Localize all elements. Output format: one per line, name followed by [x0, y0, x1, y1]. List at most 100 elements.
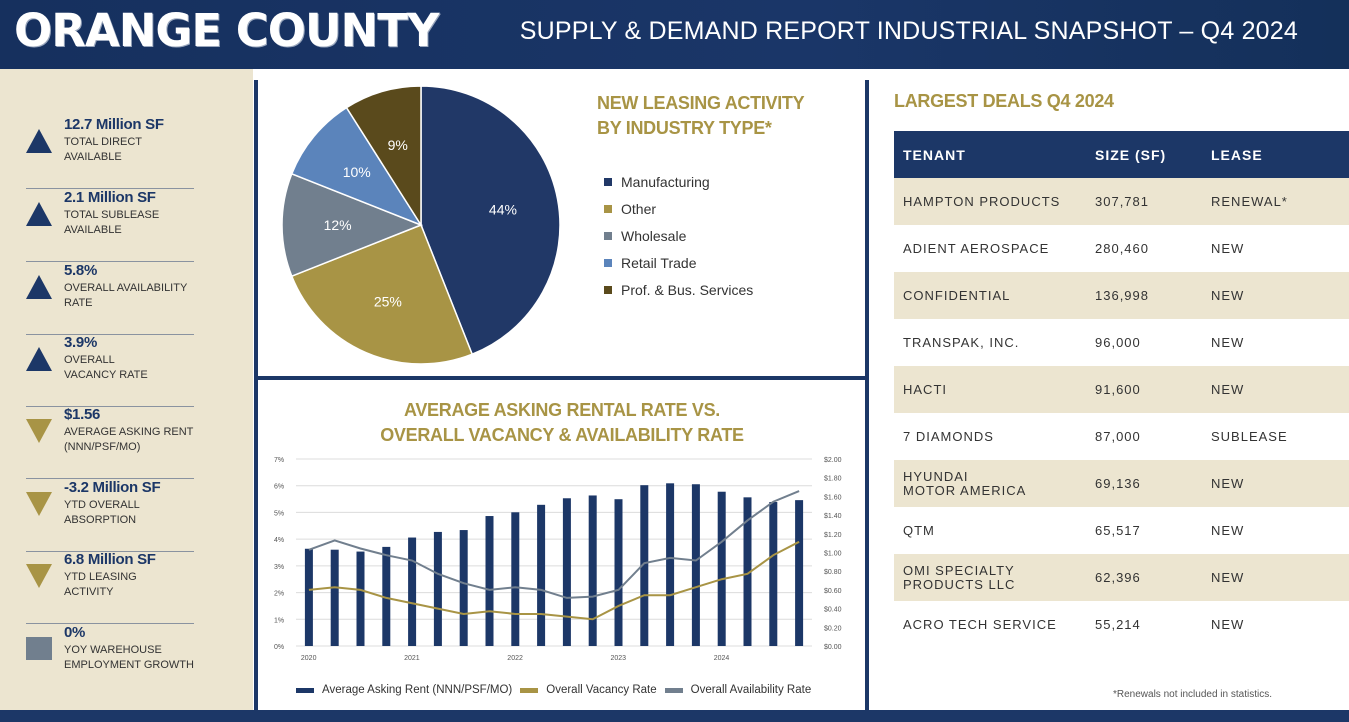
bar-legend-item: Average Asking Rent (NNN/PSF/MO): [296, 684, 512, 696]
deal-lease-type: NEW: [1202, 554, 1349, 601]
footer-bar: [0, 710, 1349, 722]
deal-lease-type: RENEWAL*: [1202, 178, 1349, 225]
deal-lease-type: NEW: [1211, 522, 1245, 538]
pie-legend-item: Manufacturing: [604, 168, 753, 195]
legend-label: Overall Vacancy Rate: [546, 684, 657, 696]
trend-marker: [26, 275, 52, 299]
report-header: ORANGE COUNTY SUPPLY & DEMAND REPORT IND…: [0, 0, 1349, 69]
deal-lease-type: NEW: [1202, 460, 1349, 507]
bar-legend-item: Overall Vacancy Rate: [520, 684, 657, 696]
right-axis-tick: $0.60: [824, 588, 842, 595]
rent-vacancy-chart: 0% 1% 2% 3% 4% 5% 6% 7% $0.00 $0.20 $0.40 $0.60 $0.8…: [274, 457, 842, 662]
pie-data-label: 44%: [489, 201, 517, 217]
stat-value: $1.56: [64, 406, 101, 423]
deals-title: LARGEST DEALS Q4 2024: [894, 91, 1114, 111]
rent-bar: [562, 498, 571, 646]
deal-row: HYUNDAI MOTOR AMERICA 69,136 NEW: [894, 460, 1349, 507]
rent-bar: [485, 516, 494, 646]
pie-chart-title: NEW LEASING ACTIVITY BY INDUSTRY TYPE*: [597, 91, 857, 141]
deal-row: 7 DIAMONDS 87,000 SUBLEASE: [894, 413, 1349, 460]
deal-lease-type: SUBLEASE: [1211, 428, 1288, 444]
deal-row: TRANSPAK, INC. 96,000 NEW: [894, 319, 1349, 366]
deal-tenant: HACTI: [894, 366, 1086, 413]
trend-marker: [26, 564, 52, 588]
pie-legend: Manufacturing Other Wholesale Retail Trade P…: [604, 168, 753, 303]
pie-data-label: 12%: [324, 217, 352, 233]
stat-label: YOY WAREHOUSE EMPLOYMENT GROWTH: [64, 644, 194, 671]
trend-down-icon: [26, 419, 52, 443]
pie-slice-retail-trade: [290, 106, 423, 227]
stat-value: 6.8 Million SF: [64, 551, 156, 568]
pie-legend-item: Prof. & Bus. Services: [604, 276, 753, 303]
right-axis-tick: $0.00: [824, 644, 842, 651]
deal-size: 55,214: [1095, 616, 1141, 632]
deal-row: CONFIDENTIAL 136,998 NEW: [894, 272, 1349, 319]
legend-swatch: [520, 687, 539, 693]
pie-legend-item: Other: [604, 195, 753, 222]
bar-title-line1: AVERAGE ASKING RENTAL RATE VS.: [403, 400, 721, 420]
stat-label: YTD LEASING ACTIVITY: [64, 571, 137, 598]
rent-bar: [769, 502, 778, 646]
availability-rate-line: [308, 490, 800, 599]
rent-bar: [717, 491, 726, 646]
legend-swatch: [604, 204, 612, 213]
rent-bar: [356, 551, 365, 646]
vacancy-rate-line: [308, 540, 800, 621]
trend-marker: [26, 202, 52, 226]
deal-row: ACRO TECH SERVICE 55,214 NEW: [894, 601, 1349, 648]
left-axis-tick: 3%: [274, 564, 284, 571]
bar-chart-legend: Average Asking Rent (NNN/PSF/MO) Overall …: [296, 684, 819, 696]
stat-label: TOTAL DIRECT AVAILABLE: [64, 136, 142, 163]
right-axis-tick: $1.20: [824, 532, 842, 539]
legend-swatch: [604, 231, 612, 240]
stat-item: 0% YOY WAREHOUSE EMPLOYMENT GROWTH: [26, 624, 194, 697]
pie-slice-wholesale: [281, 172, 424, 278]
pie-chart: 44% 25% 12% 10% 9%: [281, 85, 561, 365]
deal-tenant: ADIENT AEROSPACE: [903, 240, 1050, 256]
legend-swatch: [604, 258, 612, 267]
legend-swatch: [664, 687, 683, 693]
trend-down-icon: [26, 492, 52, 516]
stat-label: OVERALL AVAILABILITY RATE: [64, 282, 188, 309]
trend-up-icon: [26, 129, 52, 153]
stat-item: 5.8% OVERALL AVAILABILITY RATE: [26, 262, 194, 335]
right-axis-tick: $1.40: [824, 513, 842, 520]
right-axis-tick: $2.00: [824, 457, 842, 464]
legend-swatch: [296, 687, 314, 693]
pie-slice-other: [290, 224, 474, 365]
rent-bar: [614, 499, 623, 646]
deal-row: QTM 65,517 NEW: [894, 507, 1349, 554]
rent-bar: [511, 512, 520, 646]
trend-marker: [26, 637, 52, 661]
legend-label: Wholesale: [621, 227, 687, 244]
left-axis-tick: 1%: [274, 617, 284, 624]
trend-up-icon: [26, 275, 52, 299]
pie-title-line2: BY INDUSTRY TYPE*: [597, 118, 772, 138]
county-title: ORANGE COUNTY: [14, 4, 439, 57]
trend-marker: [26, 492, 52, 516]
rent-bar: [691, 484, 700, 646]
stat-label: AVERAGE ASKING RENT (NNN/PSF/MO): [64, 426, 194, 453]
report-title: SUPPLY & DEMAND REPORT INDUSTRIAL SNAPSH…: [519, 17, 1298, 45]
x-axis-tick: 2021: [404, 655, 420, 662]
stat-label: TOTAL SUBLEASE AVAILABLE: [64, 209, 160, 236]
rent-bar: [330, 549, 339, 646]
x-axis-tick: 2020: [301, 655, 317, 662]
deal-row: HAMPTON PRODUCTS 307,781 RENEWAL*: [894, 178, 1349, 225]
deal-size: 96,000: [1095, 334, 1141, 350]
stat-label: YTD OVERALL ABSORPTION: [64, 499, 140, 526]
right-axis-tick: $1.60: [824, 494, 842, 501]
legend-label: Average Asking Rent (NNN/PSF/MO): [322, 684, 513, 696]
pie-data-label: 25%: [374, 294, 402, 310]
deal-row: HACTI 91,600 NEW: [894, 366, 1349, 413]
deal-size: 91,600: [1086, 366, 1202, 413]
deal-lease-type: NEW: [1211, 334, 1245, 350]
deal-tenant: CONFIDENTIAL: [894, 272, 1086, 319]
left-axis-tick: 7%: [274, 457, 284, 464]
pie-title-line1: NEW LEASING ACTIVITY: [597, 93, 805, 113]
rent-bar: [433, 531, 442, 646]
stat-value: -3.2 Million SF: [64, 479, 161, 496]
deal-size: 280,460: [1095, 240, 1149, 256]
right-axis-tick: $0.20: [824, 625, 842, 632]
column-header-lease: LEASE: [1202, 131, 1349, 178]
